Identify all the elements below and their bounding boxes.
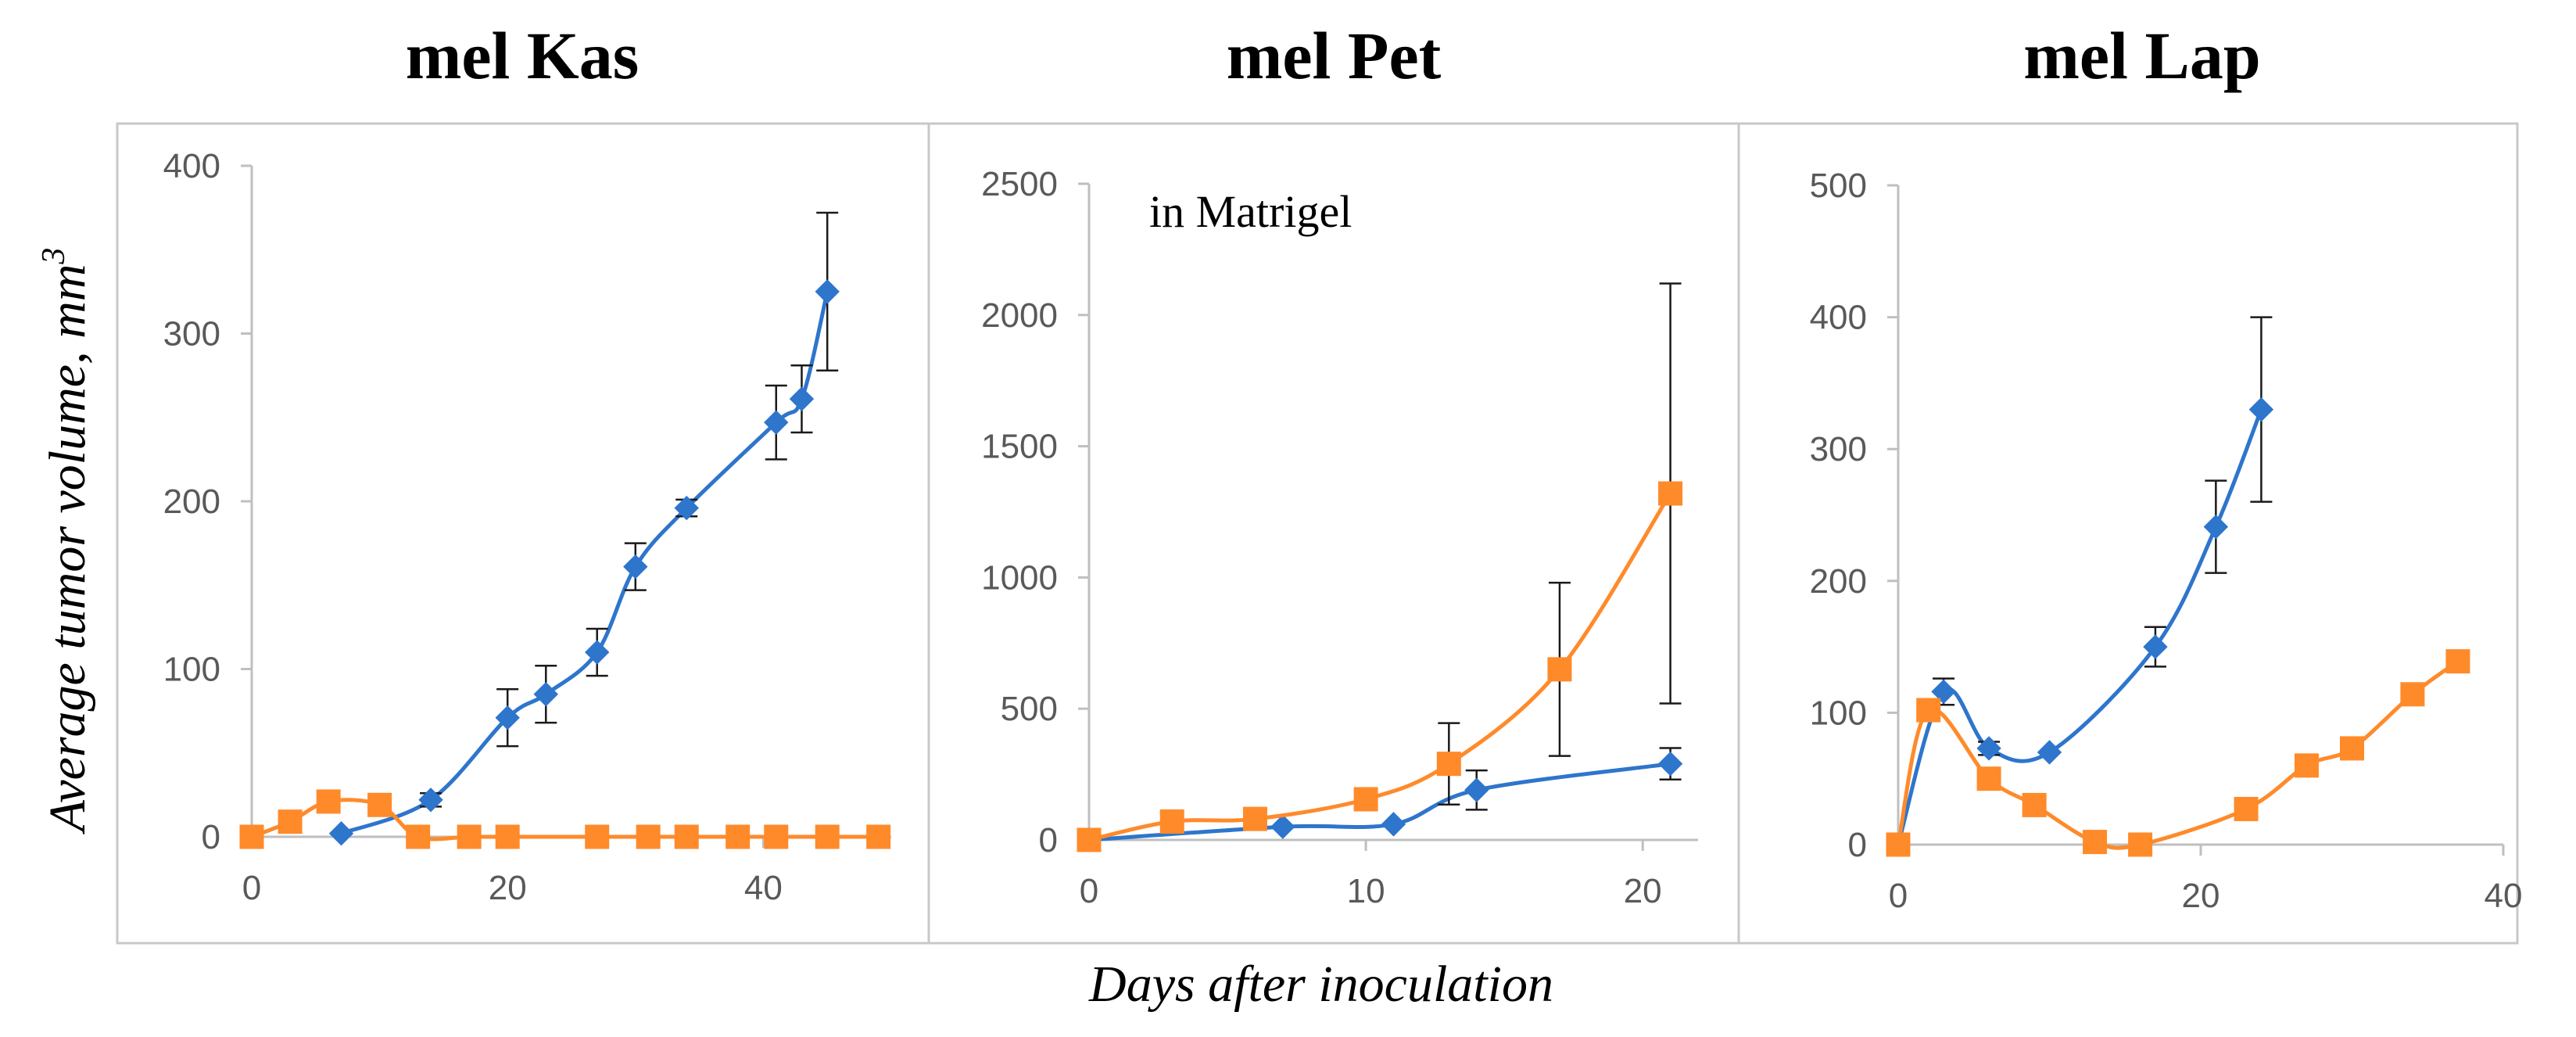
y-tick-label: 0 [1039,821,1058,859]
data-point [533,681,558,707]
chart-panel-lap: 0 100 200 300 400 500 0 20 40 [1810,167,2523,915]
data-point [1436,752,1461,777]
chart-panel-pet: 0 500 1000 1500 2000 2500 0 10 20 in Matrigel [981,165,1698,910]
data-point [2203,514,2229,540]
y-tick-label: 2500 [981,165,1058,203]
x-tick-label: 20 [1624,872,1662,910]
series-line [340,291,829,836]
y-tick-label: 200 [163,483,220,521]
data-point [1381,812,1406,837]
x-tick-label: 0 [1889,877,1908,915]
y-axis-label: Average tumor volume, mm3 [36,248,96,835]
figure-frame [116,122,2519,945]
data-point [1547,657,1572,682]
data-point [674,495,699,521]
panel-title-pet: mel Pet [1227,18,1442,93]
data-point [1886,832,1911,857]
data-point [636,824,661,849]
data-point [764,410,789,435]
y-tick-label: 400 [163,147,220,185]
data-point [367,792,392,817]
data-point [1931,679,1956,705]
series-square [1886,649,2470,857]
y-tick-label: 300 [1810,430,1867,468]
y-tick-label: 300 [163,315,220,353]
data-point [239,824,264,849]
data-point [2445,649,2470,674]
data-point [2143,634,2168,659]
data-point [764,824,789,849]
data-point [2294,753,2319,778]
data-point [1916,698,1941,723]
series-square [239,789,891,849]
data-point [2037,740,2062,765]
x-tick-label: 10 [1347,872,1385,910]
data-point [623,554,648,580]
data-point [1976,766,2001,791]
data-point [1658,481,1683,506]
data-point [2234,796,2259,821]
data-point [495,705,520,730]
y-tick-label: 0 [202,818,220,856]
panel-title-lap: mel Lap [2023,18,2260,93]
chart-panel-kas: 0 100 200 300 400 0 20 40 [163,147,891,907]
data-point [1077,827,1102,852]
data-point [585,824,610,849]
data-point [789,386,815,411]
data-point [1159,809,1184,834]
data-point [406,824,431,849]
data-point [2248,396,2274,422]
panel-title-kas: mel Kas [406,18,640,93]
data-point [2022,792,2047,817]
data-point [1464,777,1489,802]
data-point [815,279,840,304]
x-tick-label: 0 [242,869,261,907]
data-point [866,824,891,849]
data-point [495,824,520,849]
y-tick-label: 400 [1810,299,1867,337]
data-point [815,824,840,849]
x-tick-label: 40 [2485,877,2523,915]
x-tick-label: 0 [1080,872,1098,910]
y-tick-label: 200 [1810,562,1867,601]
y-tick-label: 1000 [981,558,1058,597]
y-tick-label: 500 [1001,690,1058,728]
data-point [674,824,699,849]
x-tick-label: 20 [489,869,527,907]
y-tick-label: 100 [163,651,220,689]
data-point [1353,787,1378,812]
data-point [2340,736,2364,761]
panel-annotation: in Matrigel [1149,186,1352,237]
data-point [328,821,354,846]
data-point [1657,751,1683,777]
data-point [726,824,751,849]
series-line [1896,408,2263,845]
y-tick-label: 500 [1810,167,1867,205]
y-tick-label: 100 [1810,694,1867,732]
y-axis-label-superscript: 3 [36,248,72,265]
series-diamond [1886,316,2274,857]
data-point [457,824,482,849]
data-point [1242,806,1267,831]
series-square [1077,282,1683,852]
data-point [2083,830,2108,855]
data-point [2400,682,2425,707]
data-point [1270,814,1295,839]
y-tick-label: 2000 [981,296,1058,335]
data-point [278,809,303,834]
x-axis-label: Days after inoculation [1088,956,1553,1013]
series-diamond [328,211,840,846]
data-point [2128,832,2153,857]
y-tick-label: 0 [1848,826,1867,864]
data-point [585,640,610,665]
data-point [316,789,341,814]
data-point [1976,736,2001,761]
y-tick-label: 1500 [981,428,1058,466]
x-tick-label: 40 [744,869,783,907]
data-point [418,788,443,813]
x-tick-label: 20 [2182,877,2220,915]
series-line [1088,492,1672,842]
series-diamond [1077,747,1683,852]
